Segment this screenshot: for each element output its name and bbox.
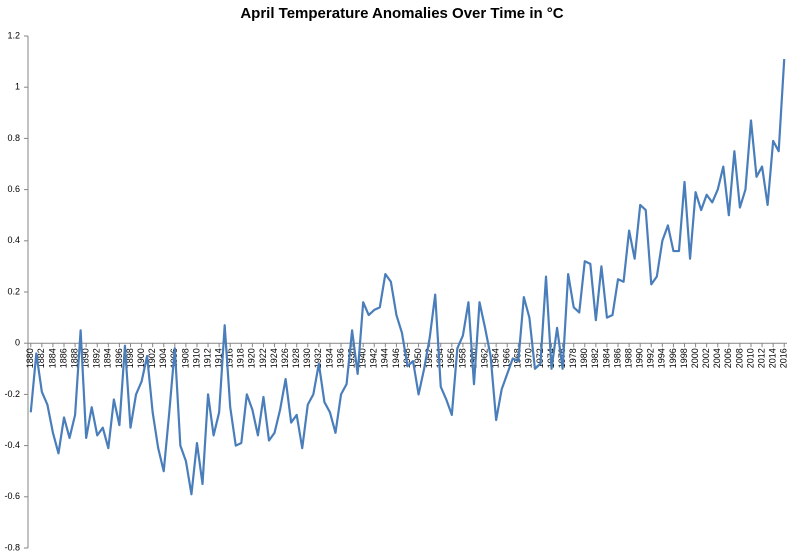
x-tick-label: 1884 [47,348,57,368]
x-tick-label: 1980 [579,348,589,368]
x-tick-label: 1928 [291,348,301,368]
x-tick-label: 1950 [413,348,423,368]
x-tick-label: 1882 [36,348,46,368]
y-tick-label: 0.8 [7,133,20,143]
x-tick-label: 1932 [313,348,323,368]
x-tick-label: 2010 [745,348,755,368]
x-tick-label: 1942 [369,348,379,368]
x-tick-label: 1998 [679,348,689,368]
x-tick-label: 1914 [214,348,224,368]
x-tick-label: 1908 [180,348,190,368]
y-tick-label: 0 [15,338,20,348]
x-tick-label: 1938 [346,348,356,368]
x-tick-label: 1892 [92,348,102,368]
y-tick-label: -0.8 [4,542,20,552]
x-tick-label: 1960 [468,348,478,368]
x-tick-label: 1956 [446,348,456,368]
x-tick-label: 1926 [280,348,290,368]
x-tick-label: 1994 [657,348,667,368]
y-tick-label: -0.4 [4,440,20,450]
x-tick-label: 1988 [623,348,633,368]
x-tick-label: 2002 [701,348,711,368]
x-tick-label: 1958 [457,348,467,368]
x-tick-label: 1920 [247,348,257,368]
x-tick-label: 2012 [756,348,766,368]
x-tick-label: 1992 [646,348,656,368]
y-tick-label: 1 [15,82,20,92]
y-tick-label: 0.2 [7,286,20,296]
x-tick-label: 1990 [635,348,645,368]
x-tick-label: 1966 [502,348,512,368]
x-tick-label: 1886 [58,348,68,368]
x-tick-label: 1984 [601,348,611,368]
y-tick-label: 0.6 [7,184,20,194]
x-tick-label: 1952 [424,348,434,368]
x-tick-label: 1930 [302,348,312,368]
x-tick-label: 1934 [324,348,334,368]
x-tick-label: 1978 [568,348,578,368]
x-tick-label: 1924 [269,348,279,368]
x-tick-label: 1962 [479,348,489,368]
x-tick-label: 2016 [779,348,789,368]
y-tick-label: 0.4 [7,235,20,245]
x-tick-label: 2000 [690,348,700,368]
x-tick-label: 1904 [158,348,168,368]
x-tick-label: 1890 [81,348,91,368]
x-tick-label: 1940 [358,348,368,368]
x-tick-label: 1910 [191,348,201,368]
x-tick-label: 1918 [236,348,246,368]
x-tick-label: 1970 [524,348,534,368]
x-tick-label: 2014 [768,348,778,368]
y-tick-label: 1.2 [7,30,20,40]
x-tick-label: 1922 [258,348,268,368]
x-tick-label: 1898 [125,348,135,368]
x-tick-label: 1964 [491,348,501,368]
x-tick-label: 1894 [103,348,113,368]
y-tick-label: -0.6 [4,491,20,501]
x-tick-label: 1982 [590,348,600,368]
x-tick-label: 2006 [723,348,733,368]
x-tick-label: 1902 [147,348,157,368]
x-tick-label: 1936 [335,348,345,368]
data-line [29,58,786,496]
x-tick-label: 1946 [391,348,401,368]
x-tick-label: 1916 [225,348,235,368]
x-tick-label: 1888 [69,348,79,368]
x-tick-label: 1944 [380,348,390,368]
x-tick-label: 2004 [712,348,722,368]
x-tick-label: 1900 [136,348,146,368]
x-tick-label: 1996 [668,348,678,368]
x-tick-label: 2008 [734,348,744,368]
x-tick-label: 1880 [25,348,35,368]
x-tick-label: 1986 [612,348,622,368]
y-tick-label: -0.2 [4,389,20,399]
x-tick-label: 1896 [114,348,124,368]
chart-title: April Temperature Anomalies Over Time in… [240,5,563,22]
x-tick-label: 1912 [202,348,212,368]
